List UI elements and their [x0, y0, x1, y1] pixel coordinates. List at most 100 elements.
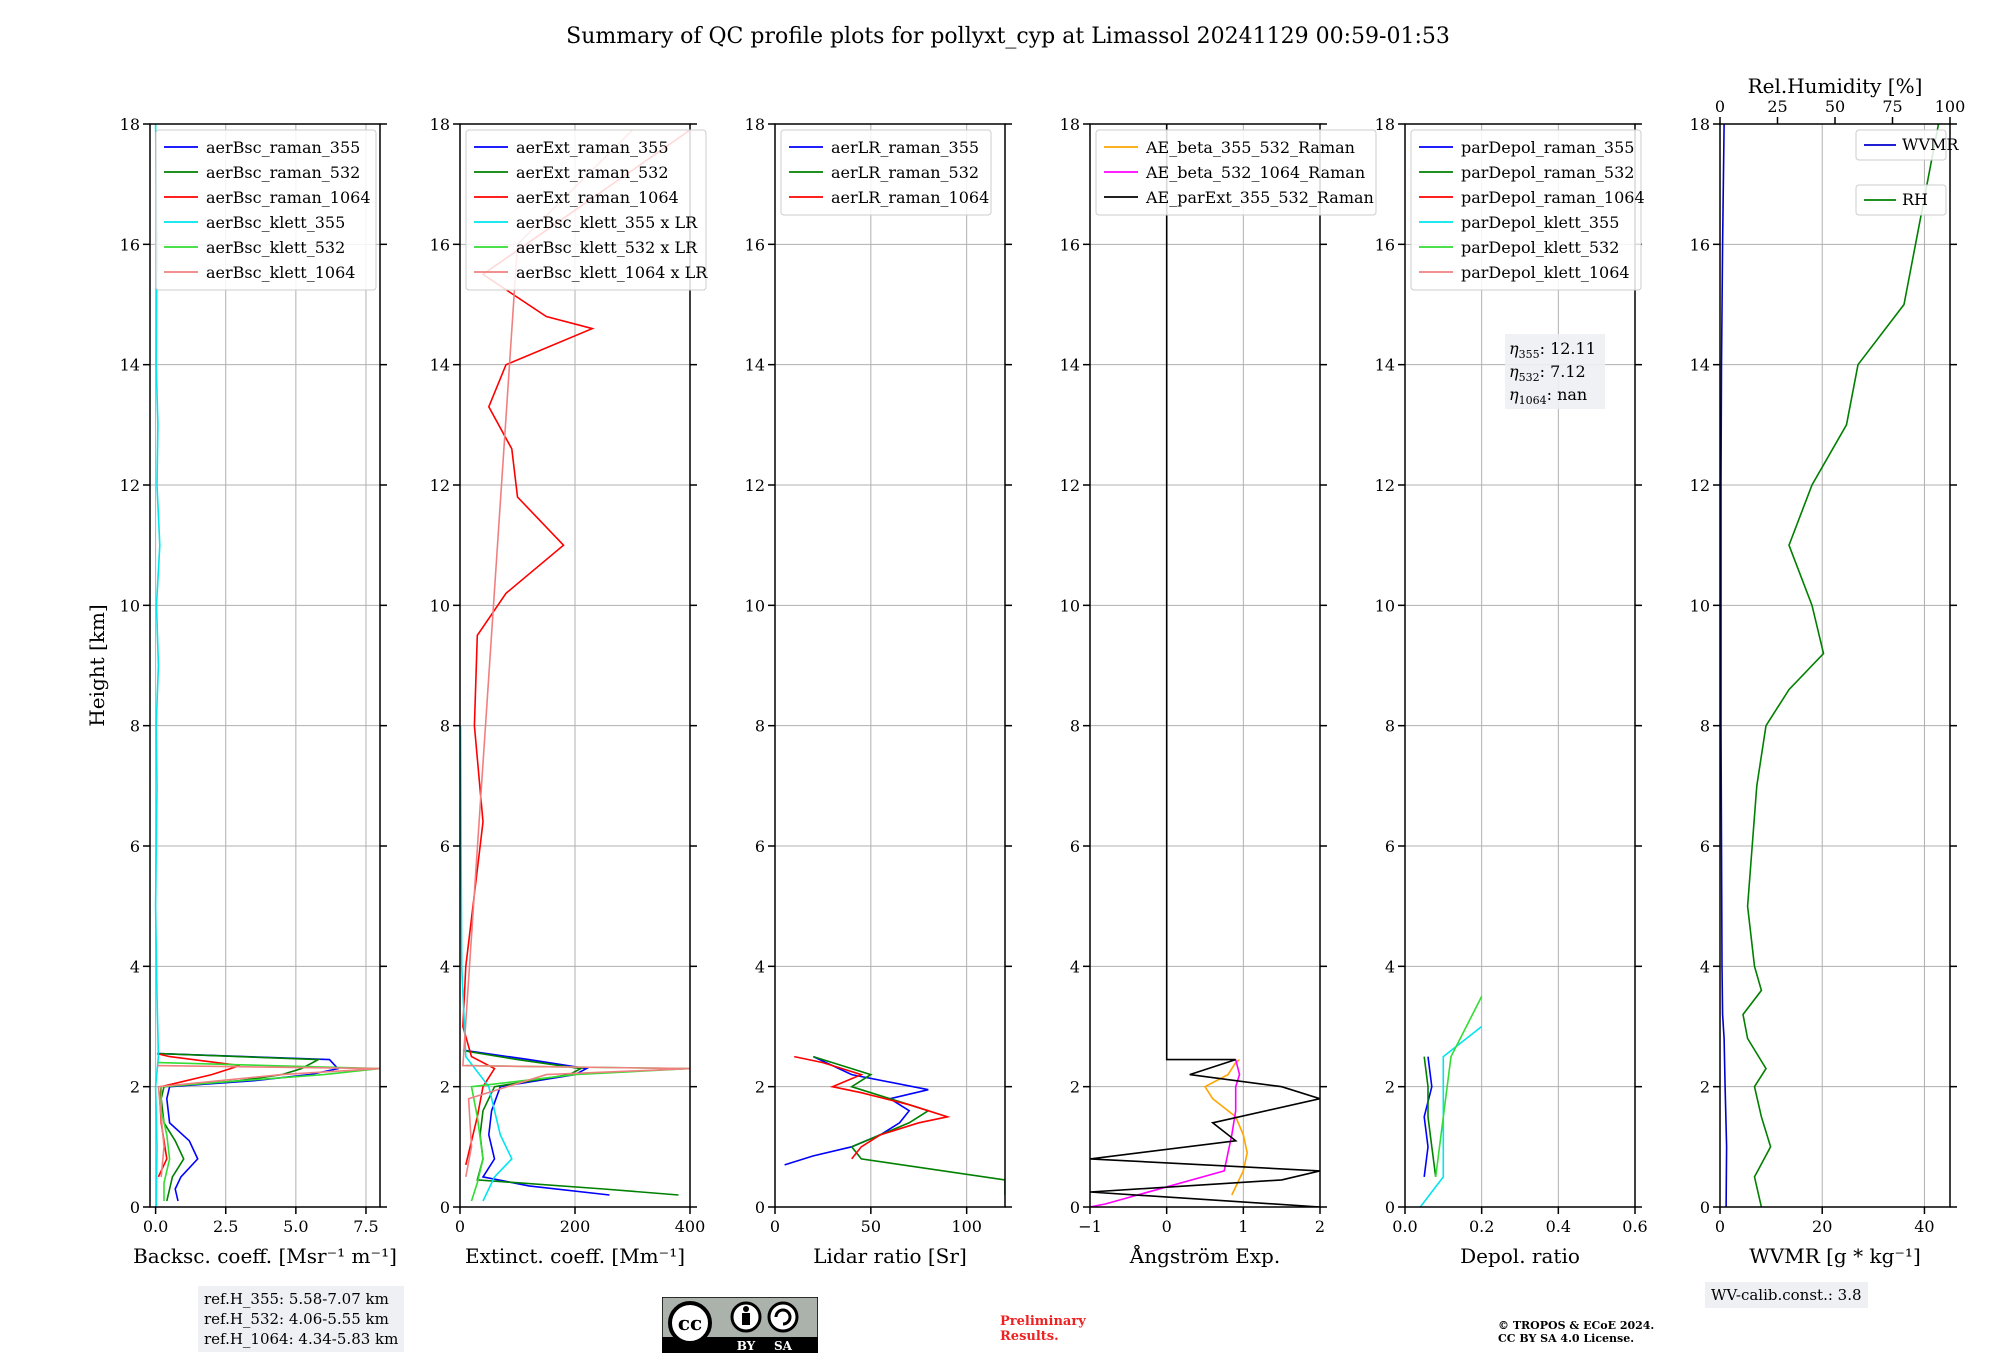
series-aerLR_raman_355: [784, 1055, 929, 1166]
legend-label: AE_beta_532_1064_Raman: [1145, 163, 1365, 182]
y-tick-label: 6: [130, 837, 140, 856]
preliminary-results-note: Preliminary Results.: [1000, 1314, 1120, 1344]
x-tick-label: 200: [560, 1217, 591, 1236]
series-aerLR_raman_532: [813, 1055, 1005, 1195]
legend-label: aerBsc_klett_355 x LR: [516, 213, 698, 232]
y-axis-label: Height [km]: [85, 604, 109, 726]
legend-label: WVMR: [1902, 135, 1959, 154]
y-tick-label: 12: [1690, 476, 1710, 495]
y-tick-label: 16: [430, 235, 450, 254]
plot-frame: [774, 123, 1006, 1208]
panel-5: 0 2 4 6 8 10 12 14 16 18 0.0 0.2 0.4 0.6 Depol. ratio p…: [1375, 115, 1648, 1268]
y-tick-label: 8: [755, 717, 765, 736]
x-top-tick-label: 75: [1882, 97, 1902, 116]
legend-label: aerLR_raman_355: [831, 138, 979, 157]
eta-annotation: η1064: nan: [1509, 385, 1587, 407]
y-tick-label: 10: [120, 596, 140, 615]
legend-label: aerBsc_raman_532: [206, 163, 360, 182]
legend-label: aerBsc_klett_1064 x LR: [516, 263, 708, 282]
y-tick-label: 10: [1375, 596, 1395, 615]
reference-height-box: ref.H_355: 5.58-7.07 km ref.H_532: 4.06-…: [198, 1286, 405, 1352]
legend-label: aerExt_raman_355: [516, 138, 669, 157]
y-tick-label: 18: [1375, 115, 1395, 134]
y-tick-label: 2: [1385, 1078, 1395, 1097]
y-tick-label: 16: [1375, 235, 1395, 254]
series-aerBsc_klett_1064: [156, 1064, 380, 1177]
x-tick-label: 0.0: [1392, 1217, 1417, 1236]
series-parDepol_klett_532: [1434, 996, 1483, 1178]
y-tick-label: 6: [1070, 837, 1080, 856]
y-tick-label: 2: [440, 1078, 450, 1097]
y-tick-label: 6: [1700, 837, 1710, 856]
y-tick-label: 18: [120, 115, 140, 134]
series-aerExt_raman_355: [465, 1049, 610, 1196]
series-AE_beta_355_532_Raman: [1203, 1058, 1249, 1196]
y-tick-label: 6: [1385, 837, 1395, 856]
x-tick-label: 0: [770, 1217, 780, 1236]
legend-label: aerBsc_raman_1064: [206, 188, 371, 207]
series-parDepol_raman_355: [1423, 1056, 1433, 1178]
y-tick-label: 18: [1690, 115, 1710, 134]
x-tick-label: 50: [861, 1217, 881, 1236]
x-tick-label: 100: [951, 1217, 982, 1236]
y-tick-label: 6: [440, 837, 450, 856]
y-tick-label: 2: [1070, 1078, 1080, 1097]
y-tick-label: 12: [120, 476, 140, 495]
legend-label: aerBsc_klett_532 x LR: [516, 238, 698, 257]
y-tick-label: 18: [430, 115, 450, 134]
ref-height-532: ref.H_532: 4.06-5.55 km: [204, 1310, 389, 1328]
x-axis-label: Backsc. coeff. [Msr⁻¹ m⁻¹]: [133, 1244, 397, 1268]
x-top-tick-label: 0: [1715, 97, 1725, 116]
series-parDepol_klett_355: [1419, 1025, 1483, 1207]
y-tick-label: 18: [745, 115, 765, 134]
x-tick-label: 0.4: [1546, 1217, 1571, 1236]
y-tick-label: 2: [755, 1078, 765, 1097]
y-tick-label: 14: [1690, 356, 1710, 375]
legend-box: [465, 129, 707, 291]
legend-box: [1095, 129, 1377, 216]
panel-2: 0 2 4 6 8 10 12 14 16 18 0 200 400 Extinct. coeff. [M…: [430, 115, 709, 1268]
y-tick-label: 8: [1700, 717, 1710, 736]
legend-label: aerLR_raman_1064: [831, 188, 989, 207]
series-aerExt_raman_532: [462, 1049, 679, 1196]
x-axis-label: Extinct. coeff. [Mm⁻¹]: [465, 1244, 685, 1268]
y-tick-label: 16: [120, 235, 140, 254]
panel-3: 0 2 4 6 8 10 12 14 16 18 0 50 100 Lidar ratio [Sr] aer…: [745, 115, 1012, 1268]
legend-label: parDepol_klett_355: [1461, 213, 1619, 232]
x-tick-label: 20: [1812, 1217, 1832, 1236]
x-axis-label: Lidar ratio [Sr]: [813, 1244, 967, 1268]
eta-annotation-box: [1505, 334, 1605, 409]
legend-label: parDepol_raman_532: [1461, 163, 1634, 182]
legend-label: aerBsc_klett_1064: [206, 263, 355, 282]
y-tick-label: 0: [1385, 1198, 1395, 1217]
series-aerBsc_klett_1064 x LR: [462, 129, 690, 1178]
legend-box: [1855, 129, 1947, 161]
legend-label: aerExt_raman_532: [516, 163, 669, 182]
x-top-tick-label: 100: [1935, 97, 1966, 116]
eta-annotation: η532: 7.12: [1509, 362, 1586, 384]
x-tick-label: 400: [675, 1217, 706, 1236]
copyright-note: © TROPOS & ECoE 2024. CC BY SA 4.0 Licen…: [1498, 1319, 1718, 1345]
y-tick-label: 16: [1060, 235, 1080, 254]
y-tick-label: 14: [430, 356, 450, 375]
y-tick-label: 16: [745, 235, 765, 254]
x-axis-label: Ångström Exp.: [1129, 1243, 1280, 1268]
legend-box: [1855, 184, 1947, 216]
ref-height-1064: ref.H_1064: 4.34-5.83 km: [204, 1330, 399, 1348]
y-tick-label: 10: [745, 596, 765, 615]
y-tick-label: 12: [1060, 476, 1080, 495]
y-tick-label: 0: [1700, 1198, 1710, 1217]
by-text: BY: [737, 1339, 756, 1353]
plot-frame: [1089, 123, 1321, 1208]
x-tick-label: 0.6: [1622, 1217, 1647, 1236]
y-tick-label: 4: [1070, 957, 1080, 976]
y-tick-label: 4: [130, 957, 140, 976]
y-tick-label: 4: [1700, 957, 1710, 976]
y-tick-label: 8: [1385, 717, 1395, 736]
y-tick-label: 14: [1375, 356, 1395, 375]
y-tick-label: 14: [120, 356, 140, 375]
x-tick-label: 0: [1162, 1217, 1172, 1236]
y-tick-label: 10: [1690, 596, 1710, 615]
